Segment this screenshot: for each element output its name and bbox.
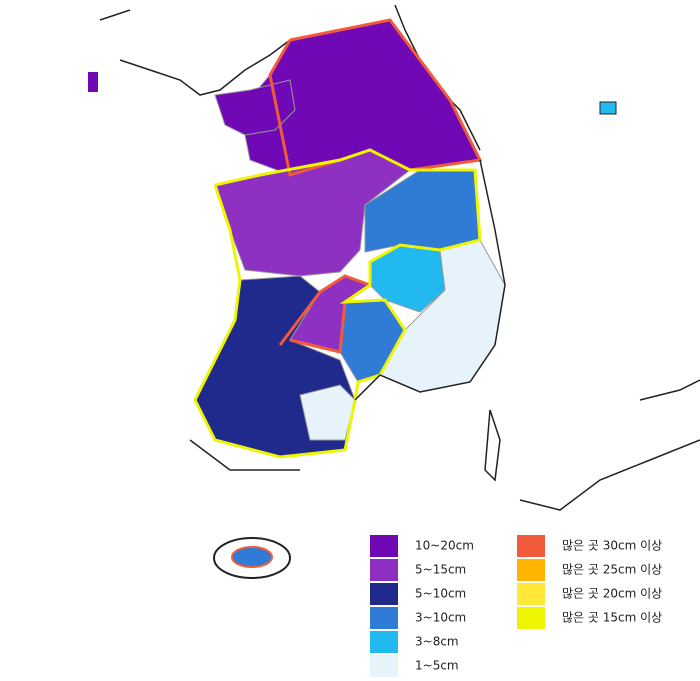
- region: [299, 384, 356, 441]
- legend-label: 3~8cm: [415, 635, 459, 649]
- legend-swatch: [517, 583, 545, 605]
- legend-label: 많은 곳 30cm 이상: [562, 539, 662, 553]
- island: [599, 101, 617, 115]
- legend-swatch: [370, 631, 398, 653]
- jeju-region: [231, 546, 273, 568]
- coastline: [189, 159, 700, 511]
- legend-swatch: [517, 535, 545, 557]
- legend-swatch: [370, 535, 398, 557]
- legend-label: 10~20cm: [415, 539, 474, 553]
- island: [88, 72, 98, 92]
- legend-swatch: [370, 607, 398, 629]
- legend-swatch: [517, 559, 545, 581]
- legend-label: 많은 곳 25cm 이상: [562, 563, 662, 577]
- legend-label: 3~10cm: [415, 611, 466, 625]
- legend-swatch: [370, 655, 398, 677]
- legend-label: 5~15cm: [415, 563, 466, 577]
- legend-swatch: [370, 559, 398, 581]
- legend-label: 많은 곳 15cm 이상: [562, 611, 662, 625]
- legend-label: 1~5cm: [415, 659, 459, 673]
- legend-label: 5~10cm: [415, 587, 466, 601]
- alert-outline: [193, 148, 482, 459]
- legend-swatch: [370, 583, 398, 605]
- legend-label: 많은 곳 20cm 이상: [562, 587, 662, 601]
- legend-swatch: [517, 607, 545, 629]
